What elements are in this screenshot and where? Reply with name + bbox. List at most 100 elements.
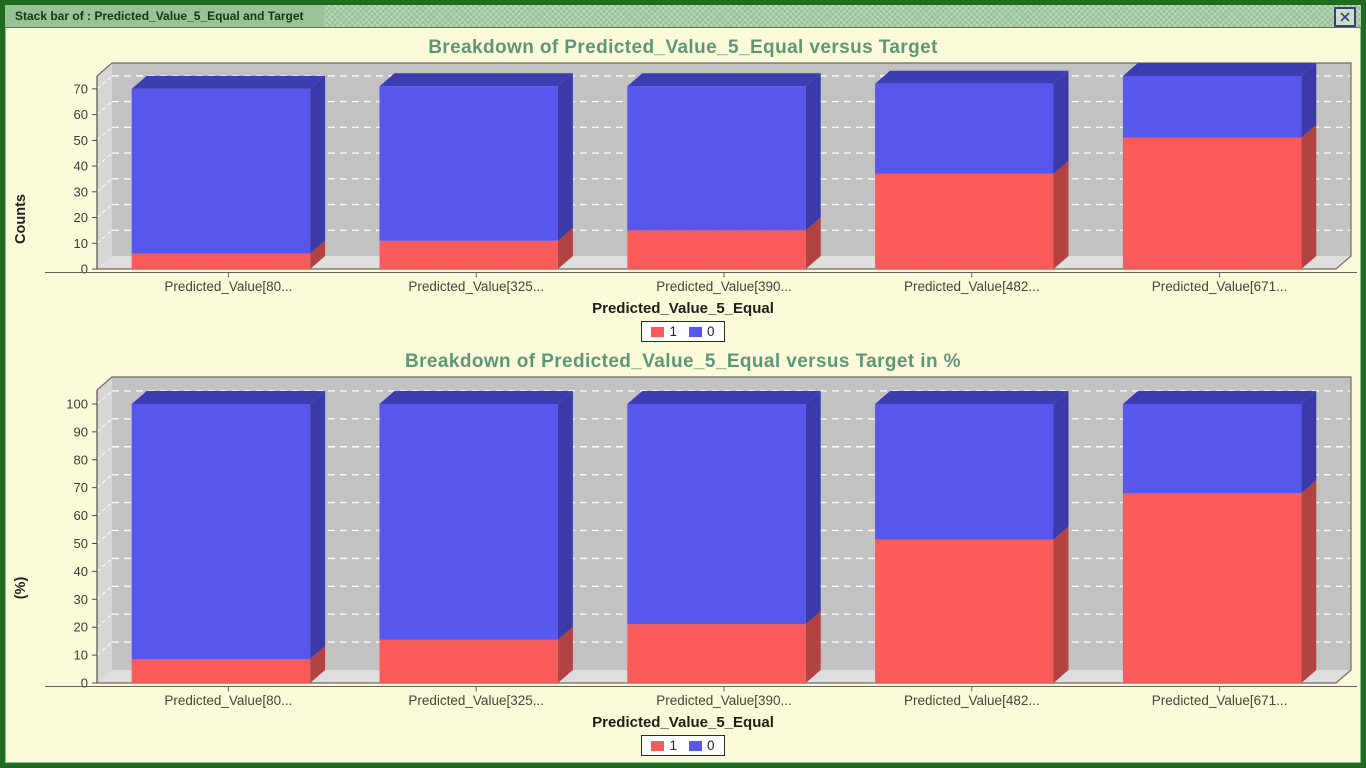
bar-top-series0[interactable] [1122, 63, 1317, 76]
y-tick-label: 0 [81, 676, 88, 691]
bar-segment-0[interactable] [627, 86, 806, 231]
bar-top-series0[interactable] [131, 390, 326, 404]
bar-segment-1[interactable] [1122, 137, 1302, 269]
bar-top-series0[interactable] [627, 390, 821, 404]
gridline-left-wall [96, 474, 113, 489]
bar-side-series0[interactable] [1053, 70, 1069, 174]
bar-side-series0[interactable] [557, 73, 573, 241]
bar-side-series1[interactable] [1301, 480, 1317, 683]
bar-side-series1[interactable] [805, 217, 821, 269]
bar-segment-0[interactable] [379, 403, 558, 640]
x-axis-title: Predicted_Value_5_Equal [592, 300, 774, 317]
bar-side-series1[interactable] [310, 240, 326, 269]
bar-side-series0[interactable] [805, 73, 821, 231]
gridline-left-wall [96, 152, 113, 167]
window-titlebar[interactable]: Stack bar of : Predicted_Value_5_Equal a… [5, 5, 1361, 28]
counts-plot-area: 0 10 20 30 40 50 60 70 Predicted_Value[80... Pred… [45, 62, 1357, 294]
gridline-left-wall [96, 502, 113, 516]
plot-left-wall [97, 377, 112, 683]
bar-segment-0[interactable] [875, 403, 1054, 540]
bar-side-series0[interactable] [1301, 390, 1317, 494]
bar-side-series1[interactable] [1301, 124, 1317, 269]
gridline-left-wall [96, 530, 113, 544]
legend-swatch-icon [651, 326, 665, 337]
bar-side-series0[interactable] [805, 390, 821, 625]
x-category-label: Predicted_Value[671... [1152, 693, 1288, 708]
bar-side-series0[interactable] [557, 390, 573, 640]
legend-swatch-icon [689, 740, 702, 751]
bar-top-series0[interactable] [379, 390, 573, 404]
bar-side-series1[interactable] [805, 611, 821, 683]
percent-chart: Breakdown of Predicted_Value_5_Equal ver… [5, 347, 1361, 763]
gridline-left-wall [96, 390, 113, 405]
bar-segment-0[interactable] [1122, 403, 1302, 494]
gridline-left-wall [96, 126, 113, 141]
bar-segment-1[interactable] [875, 173, 1054, 269]
legend-label: 0 [707, 324, 715, 339]
bar-segment-0[interactable] [379, 86, 558, 241]
legend-label: 0 [707, 738, 715, 753]
bar-segment-0[interactable] [1122, 76, 1302, 138]
bar-top-series0[interactable] [379, 73, 573, 87]
bar-segment-1[interactable] [131, 659, 311, 683]
bar-side-series1[interactable] [1053, 160, 1069, 269]
bar-top-series0[interactable] [875, 70, 1069, 84]
y-tick-label: 20 [74, 210, 88, 225]
bar-segment-1[interactable] [131, 253, 311, 269]
legend-item: 0 [689, 324, 715, 339]
y-axis-title: Counts [13, 194, 29, 244]
y-tick-label: 60 [74, 508, 88, 523]
legend-item: 0 [689, 738, 715, 753]
gridline-left-wall [96, 101, 113, 116]
y-tick-label: 40 [74, 159, 88, 174]
bar-segment-0[interactable] [131, 88, 311, 254]
bar-side-series1[interactable] [557, 626, 573, 683]
counts-chart: Breakdown of Predicted_Value_5_Equal ver… [5, 33, 1361, 347]
bar-segment-1[interactable] [379, 240, 558, 269]
bar-segment-1[interactable] [1122, 493, 1302, 683]
close-button[interactable] [1334, 7, 1356, 27]
chart-title: Breakdown of Predicted_Value_5_Equal ver… [405, 351, 961, 372]
bar-segment-1[interactable] [875, 539, 1054, 683]
bar-segment-1[interactable] [379, 639, 558, 683]
legend-swatch-icon [689, 326, 702, 337]
plot-left-wall [97, 63, 112, 269]
gridline-left-wall [96, 204, 113, 218]
gridline-left-wall [96, 446, 113, 461]
legend-swatch-icon [651, 740, 665, 751]
bar-side-series1[interactable] [557, 227, 573, 269]
legend-label: 1 [669, 324, 677, 339]
y-tick-label: 50 [74, 536, 88, 551]
gridline-left-wall [96, 613, 113, 628]
bar-top-series0[interactable] [875, 390, 1069, 404]
close-icon [1340, 12, 1350, 22]
bar-side-series0[interactable] [310, 390, 326, 660]
bar-side-series0[interactable] [1053, 390, 1069, 540]
gridline-left-wall [96, 229, 113, 244]
bar-segment-0[interactable] [131, 403, 311, 660]
bar-segment-0[interactable] [627, 403, 806, 625]
y-tick-label: 70 [74, 81, 88, 96]
bar-top-series0[interactable] [627, 73, 821, 87]
bar-segment-1[interactable] [627, 230, 806, 269]
bar-side-series1[interactable] [310, 646, 326, 683]
gridline-left-wall [96, 75, 113, 90]
bar-side-series0[interactable] [1301, 63, 1317, 138]
window-title: Stack bar of : Predicted_Value_5_Equal a… [5, 5, 324, 27]
y-tick-label: 90 [74, 424, 88, 439]
y-tick-label: 10 [74, 648, 88, 663]
gridline-left-wall [96, 178, 113, 193]
bar-top-series0[interactable] [1122, 390, 1317, 404]
y-axis-title: (%) [13, 576, 29, 600]
bar-segment-1[interactable] [627, 624, 806, 683]
x-category-label: Predicted_Value[80... [164, 279, 292, 294]
bar-side-series0[interactable] [310, 75, 326, 254]
bar-side-series1[interactable] [1053, 526, 1069, 683]
bar-top-series0[interactable] [131, 75, 326, 89]
x-axis-title: Predicted_Value_5_Equal [592, 714, 774, 731]
bar-segment-0[interactable] [875, 83, 1054, 174]
